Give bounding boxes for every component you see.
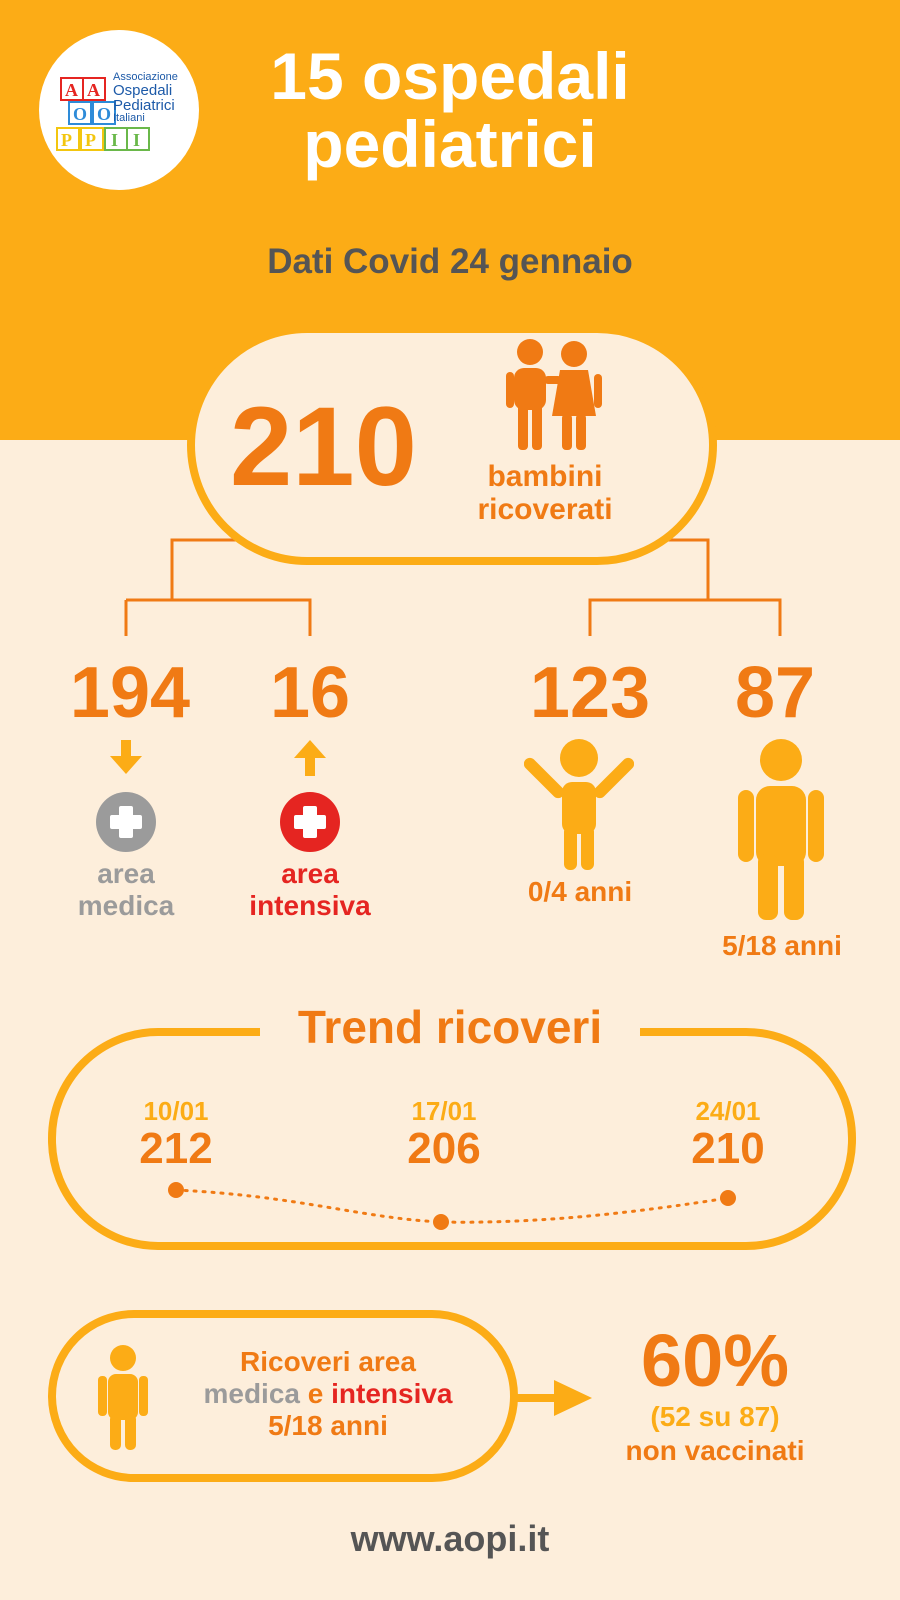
svg-text:O: O (73, 104, 87, 124)
unvaccinated-label: non vaccinati (625, 1435, 805, 1466)
logo-text: Associazione Ospedali Pediatrici Italian… (113, 72, 178, 124)
title-line-2: pediatrici (303, 107, 597, 181)
total-label-line-2: ricoverati (477, 493, 613, 526)
aopi-logo: A A O O P P I I Associazione Ospedali Pe… (39, 30, 199, 190)
medica-label-line-2: medica (77, 890, 175, 921)
child-icon (524, 739, 634, 870)
trend-title: Trend ricoveri (260, 1000, 640, 1054)
trend-date-1: 10/01 (143, 1096, 209, 1126)
svg-text:P: P (85, 130, 96, 150)
total-pill (187, 325, 717, 565)
intensiva-word: intensiva (331, 1378, 453, 1409)
logo-line-3: Pediatrici (113, 97, 175, 114)
trend-value-2: 206 (407, 1124, 481, 1173)
page-title: 15 ospedali pediatrici (200, 42, 700, 178)
unvaccinated-detail: (52 su 87) non vaccinati (590, 1400, 840, 1468)
abc-blocks-icon: A A O O P P I I (56, 77, 150, 151)
total-label: bambini ricoverati (460, 460, 630, 526)
medica-word: medica (203, 1378, 300, 1409)
person-icon (738, 739, 824, 920)
age-0-4-label: 0/4 anni (527, 876, 633, 907)
logo-line-1: Associazione (113, 71, 178, 83)
trend-point-3 (720, 1190, 736, 1206)
vaccination-text-line-2: medica e intensiva (158, 1378, 498, 1410)
svg-text:I: I (111, 130, 118, 150)
intensiva-value: 16 (269, 653, 351, 733)
svg-text:O: O (97, 104, 111, 124)
unvaccinated-percent: 60% (640, 1319, 790, 1402)
vaccination-text-line-1: Ricoveri area (240, 1346, 416, 1377)
down-arrow-icon (110, 740, 142, 774)
age-5-18-value: 87 (734, 653, 816, 733)
svg-text:I: I (133, 130, 140, 150)
svg-text:A: A (65, 80, 78, 100)
page-subtitle: Dati Covid 24 gennaio (267, 242, 633, 281)
and-word: e (299, 1378, 332, 1409)
svg-text:P: P (61, 130, 72, 150)
vaccination-text: Ricoveri area medica e intensiva 5/18 an… (158, 1346, 498, 1442)
children-icon (506, 339, 602, 450)
total-value: 210 (230, 384, 417, 509)
age-0-4-value: 123 (529, 653, 651, 733)
medical-cross-red-icon (280, 792, 340, 852)
up-arrow-icon (294, 740, 326, 776)
intensiva-label-line-1: area (281, 858, 339, 889)
age-5-18-label: 5/18 anni (722, 930, 842, 961)
trend-point-2 (433, 1214, 449, 1230)
title-line-1: 15 ospedali (270, 39, 630, 113)
logo-line-2: Ospedali (113, 82, 173, 99)
total-label-line-1: bambini (487, 460, 603, 493)
footer-url[interactable]: www.aopi.it (350, 1518, 550, 1559)
intensiva-label-line-2: intensiva (249, 890, 371, 921)
medica-label-line-1: area (97, 858, 155, 889)
medica-label: area medica (46, 858, 206, 922)
trend-point-1 (168, 1182, 184, 1198)
medica-value: 194 (69, 653, 191, 733)
trend-value-1: 212 (139, 1124, 213, 1173)
trend-value-3: 210 (691, 1124, 765, 1173)
svg-text:A: A (87, 80, 100, 100)
intensiva-label: area intensiva (230, 858, 390, 922)
vaccination-text-line-3: 5/18 anni (268, 1410, 388, 1441)
unvaccinated-count: (52 su 87) (650, 1401, 780, 1432)
tree-connectors (124, 538, 782, 636)
logo-line-4: Italiani (113, 112, 145, 124)
right-arrow-icon (514, 1380, 592, 1416)
medical-cross-gray-icon (96, 792, 156, 852)
trend-date-2: 17/01 (411, 1096, 477, 1126)
teen-icon (98, 1345, 148, 1450)
trend-date-3: 24/01 (695, 1096, 761, 1126)
